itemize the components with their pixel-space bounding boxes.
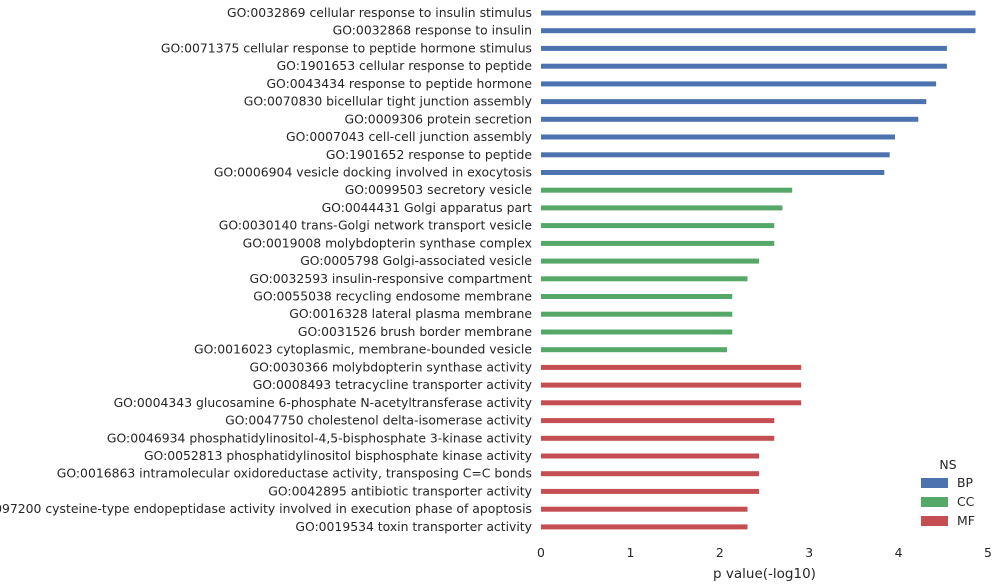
bar-bp bbox=[541, 10, 976, 16]
x-tick-label: 2 bbox=[716, 545, 724, 560]
category-label: GO:0009306 protein secretion bbox=[345, 111, 533, 126]
bar-bp bbox=[541, 116, 919, 122]
bar-bp bbox=[541, 134, 895, 140]
x-axis: 0 1 2 3 4 5 bbox=[537, 545, 992, 560]
category-label: GO:0030366 molybdopterin synthase activi… bbox=[250, 359, 532, 374]
bars-layer bbox=[541, 10, 976, 530]
bar-cc bbox=[541, 240, 775, 246]
bar-bp bbox=[541, 45, 947, 51]
legend-swatch-cc bbox=[921, 497, 948, 507]
bar-cc bbox=[541, 347, 727, 353]
x-tick-label: 3 bbox=[805, 545, 813, 560]
legend-title: NS bbox=[939, 457, 956, 472]
category-label: GO:0007043 cell-cell junction assembly bbox=[286, 129, 532, 144]
bar-bp bbox=[541, 152, 890, 158]
category-label: GO:0043434 response to peptide hormone bbox=[266, 76, 532, 91]
bar-mf bbox=[541, 488, 760, 494]
bar-bp bbox=[541, 28, 976, 34]
term-labels-layer: GO:0032869 cellular response to insulin … bbox=[0, 5, 532, 534]
bar-cc bbox=[541, 223, 775, 229]
bar-cc bbox=[541, 294, 733, 299]
category-label: GO:0070830 bicellular tight junction ass… bbox=[244, 94, 532, 109]
legend-label-cc: CC bbox=[957, 494, 974, 509]
bar-cc bbox=[541, 205, 783, 211]
x-tick-label: 1 bbox=[626, 545, 634, 560]
bar-cc bbox=[541, 329, 733, 335]
x-tick-label: 4 bbox=[895, 545, 903, 560]
category-label: GO:0042895 antibiotic transporter activi… bbox=[268, 483, 532, 498]
bar-mf bbox=[541, 506, 748, 512]
category-label: GO:0055038 recycling endosome membrane bbox=[253, 289, 532, 304]
category-label: GO:0030140 trans-Golgi network transport… bbox=[219, 218, 532, 233]
bar-mf bbox=[541, 435, 775, 441]
bar-mf bbox=[541, 524, 748, 530]
category-label: GO:0032869 cellular response to insulin … bbox=[227, 5, 532, 20]
category-label: GO:0032868 response to insulin bbox=[333, 23, 532, 38]
category-label: GO:0006904 vesicle docking involved in e… bbox=[214, 165, 532, 180]
x-axis-title: p value(-log10) bbox=[713, 566, 816, 582]
category-label: GO:1901652 response to peptide bbox=[326, 147, 532, 162]
bar-mf bbox=[541, 400, 802, 406]
bar-mf bbox=[541, 453, 760, 459]
category-label: GO:0016328 lateral plasma membrane bbox=[289, 306, 532, 321]
bar-mf bbox=[541, 471, 760, 477]
category-label: GO:0097200 cysteine-type endopeptidase a… bbox=[0, 501, 532, 516]
category-label: GO:0005798 Golgi-associated vesicle bbox=[300, 253, 532, 268]
category-label: GO:1901653 cellular response to peptide bbox=[277, 58, 532, 73]
legend-swatch-bp bbox=[921, 478, 948, 488]
bar-bp bbox=[541, 170, 885, 175]
category-label: GO:0032593 insulin-responsive compartmen… bbox=[249, 271, 532, 286]
category-label: GO:0008493 tetracycline transporter acti… bbox=[253, 377, 532, 392]
legend-label-bp: BP bbox=[957, 475, 974, 490]
category-label: GO:0004343 glucosamine 6-phosphate N-ace… bbox=[114, 395, 532, 410]
category-label: GO:0031526 brush border membrane bbox=[298, 324, 532, 339]
category-label: GO:0016863 intramolecular oxidoreductase… bbox=[57, 466, 532, 481]
bar-bp bbox=[541, 81, 937, 87]
x-tick-label: 5 bbox=[984, 545, 992, 560]
category-label: GO:0044431 Golgi apparatus part bbox=[322, 200, 533, 215]
category-label: GO:0046934 phosphatidylinositol-4,5-bisp… bbox=[107, 430, 532, 445]
category-label: GO:0019534 toxin transporter activity bbox=[295, 519, 532, 534]
bar-mf bbox=[541, 364, 802, 370]
category-label: GO:0047750 cholestenol delta-isomerase a… bbox=[225, 413, 532, 428]
bar-mf bbox=[541, 382, 802, 388]
bar-cc bbox=[541, 276, 748, 282]
legend-label-mf: MF bbox=[957, 513, 975, 528]
category-label: GO:0019008 molybdopterin synthase comple… bbox=[243, 235, 532, 250]
bar-cc bbox=[541, 311, 733, 317]
category-label: GO:0016023 cytoplasmic, membrane-bounded… bbox=[194, 342, 532, 357]
bar-bp bbox=[541, 63, 947, 69]
category-label: GO:0052813 phosphatidylinositol bisphosp… bbox=[144, 448, 532, 463]
category-label: GO:0071375 cellular response to peptide … bbox=[161, 40, 532, 55]
bar-mf bbox=[541, 418, 775, 424]
category-label: GO:0099503 secretory vesicle bbox=[345, 182, 532, 197]
bar-cc bbox=[541, 187, 793, 193]
x-tick-label: 0 bbox=[537, 545, 545, 560]
bar-cc bbox=[541, 258, 760, 264]
legend-swatch-mf bbox=[921, 516, 948, 526]
bar-bp bbox=[541, 99, 927, 105]
